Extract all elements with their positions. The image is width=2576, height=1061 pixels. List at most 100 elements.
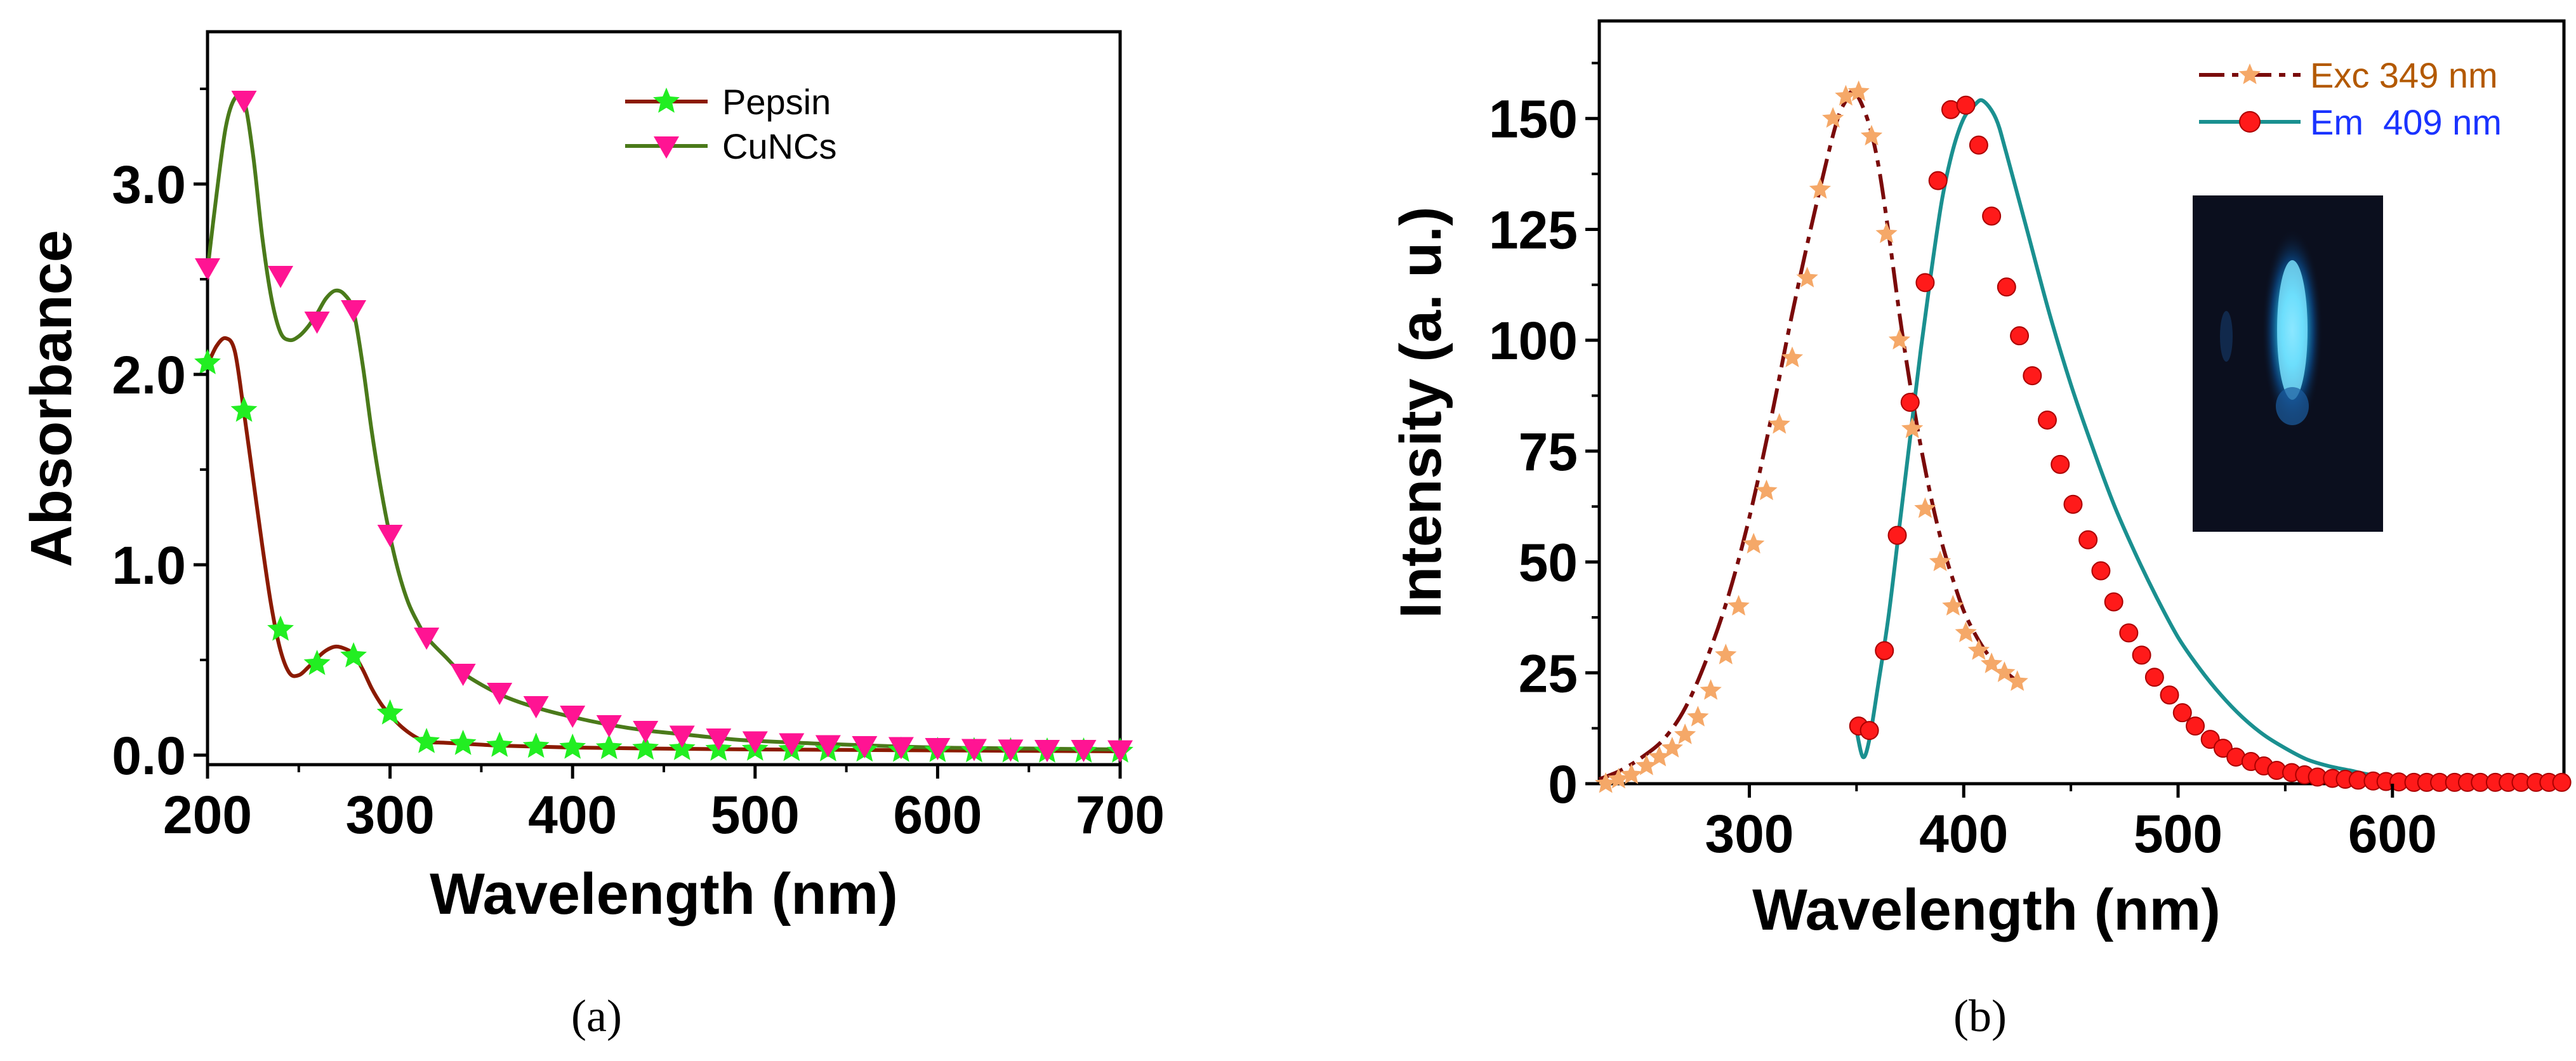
panel-b: 300 400 500 600 0 25 50 75 100 125 150 Exc 349 nm …: [1389, 19, 2572, 1041]
data-point: [1755, 479, 1778, 501]
data-point: [1955, 621, 1977, 642]
y-tick-label: 0: [1548, 755, 1578, 814]
data-point: [2119, 623, 2139, 643]
data-point: [376, 699, 404, 725]
data-point: [2037, 410, 2057, 430]
data-point: [2091, 561, 2111, 581]
data-point: [2172, 703, 2192, 723]
data-point: [888, 737, 914, 760]
inset-photo: [2193, 195, 2383, 532]
data-point: [1928, 171, 1948, 190]
y-tick-label: 75: [1519, 422, 1578, 482]
data-point: [267, 616, 294, 641]
data-point: [595, 734, 623, 760]
data-point: [1929, 550, 1952, 572]
y-tick-label: 150: [1489, 89, 1578, 149]
data-point: [1859, 721, 1879, 741]
legend-marker-exc: [2238, 63, 2261, 84]
data-point: [414, 628, 440, 650]
legend-marker-cuncs: [654, 136, 679, 159]
data-point: [2160, 685, 2179, 705]
data-point: [2078, 530, 2098, 550]
data-point: [1608, 768, 1630, 789]
data-point: [632, 734, 659, 760]
data-point: [815, 735, 841, 758]
data-point: [230, 397, 258, 422]
data-point: [2023, 366, 2042, 386]
data-point: [961, 739, 987, 761]
data-point: [231, 91, 257, 113]
data-point: [1888, 329, 1910, 350]
data-point: [1860, 124, 1883, 146]
y-tick-label: 125: [1489, 200, 1578, 260]
data-point: [1875, 222, 1898, 243]
data-point: [194, 349, 221, 374]
series-line-0: [206, 336, 1121, 753]
data-point: [1981, 652, 2003, 673]
x-tick-label: 200: [163, 785, 252, 845]
data-point: [925, 738, 951, 760]
data-point: [1107, 740, 1133, 763]
x-tick-label: 600: [2348, 804, 2437, 864]
data-point: [1071, 740, 1097, 762]
data-point: [852, 736, 878, 758]
x-tick-label: 600: [893, 785, 982, 845]
panel-caption-a: (a): [571, 991, 622, 1041]
legend-b: Exc 349 nm Em 409 nm: [2199, 55, 2502, 142]
data-point: [377, 525, 403, 547]
legend-label-cuncs: CuNCs: [722, 126, 836, 166]
x-axis-label-b: Wavelength (nm): [1752, 878, 2221, 942]
data-point: [1781, 346, 1804, 367]
legend-a: Pepsin CuNCs: [625, 82, 836, 166]
y-tick-label: 50: [1519, 533, 1578, 593]
data-point: [1901, 417, 1924, 438]
panel-a: 200 300 400 500 600 700 0.0 1.0 2.0 3.0 Pepsin Cu…: [19, 30, 1165, 1041]
x-tick-label: 400: [528, 785, 617, 845]
data-point: [1847, 80, 1870, 102]
data-point: [2552, 772, 2572, 792]
y-tick-label: 0.0: [112, 726, 186, 786]
data-point: [1700, 679, 1722, 700]
data-point: [1674, 723, 1696, 744]
data-point: [706, 728, 732, 751]
data-point: [1715, 643, 1737, 664]
data-point: [1997, 277, 2016, 297]
data-point: [486, 732, 513, 757]
data-point: [1967, 639, 1990, 660]
y-axis-label-a: Absorbance: [19, 230, 84, 567]
data-point: [1796, 267, 1818, 287]
data-point: [2104, 592, 2124, 612]
data-point: [1809, 178, 1831, 199]
data-point: [304, 312, 330, 334]
data-point: [487, 683, 513, 705]
x-tick-label: 500: [2134, 804, 2223, 864]
y-tick-label: 25: [1519, 643, 1578, 703]
x-axis-label-a: Wavelength (nm): [430, 862, 898, 926]
data-point: [633, 721, 659, 743]
data-point: [779, 733, 805, 756]
data-point: [1595, 772, 1617, 793]
data-point: [1969, 135, 1988, 155]
data-point: [1768, 412, 1790, 434]
series-line-1: [206, 92, 1121, 751]
data-point: [1648, 746, 1670, 767]
data-point: [268, 266, 294, 288]
x-tick-label: 400: [1919, 804, 2008, 864]
data-point: [2006, 670, 2028, 691]
y-tick-label: 2.0: [112, 345, 186, 405]
data-point: [1661, 737, 1683, 758]
legend-label-pepsin: Pepsin: [722, 82, 831, 122]
data-point: [1887, 525, 1907, 545]
data-point: [2010, 326, 2030, 346]
data-point: [449, 730, 477, 755]
y-tick-label: 1.0: [112, 536, 186, 595]
x-tick-label: 300: [1705, 804, 1793, 864]
data-point: [1687, 706, 1709, 727]
data-point: [560, 706, 586, 728]
data-point: [669, 725, 695, 748]
legend-marker-em: [2239, 111, 2261, 133]
data-point: [1956, 95, 1976, 115]
data-point: [303, 650, 331, 675]
legend-label-exc: Exc 349 nm: [2310, 55, 2498, 95]
